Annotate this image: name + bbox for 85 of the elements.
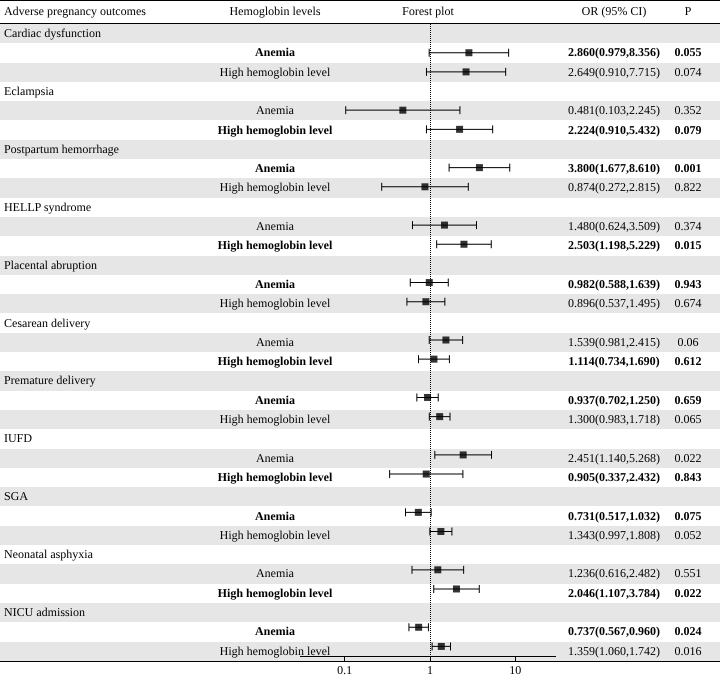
y2-tick-label: 0.075	[674, 508, 702, 522]
y-tick-label: High hemoglobin level	[216, 237, 334, 254]
text: Eclampsia	[4, 82, 54, 100]
y2-tick-label: 0.943	[674, 276, 702, 291]
y-tick-label: Anemia	[255, 565, 295, 582]
x-tick-label: 1	[426, 663, 433, 677]
y2-tick-label: 0.015	[674, 238, 702, 252]
text: Postpartum hemorrhage	[4, 140, 119, 158]
y-tick-label: High hemoglobin level	[218, 526, 332, 544]
y-tick-label: Anemia	[254, 276, 296, 293]
y2-tick-label: 0.612	[674, 354, 702, 368]
y-tick-label: Anemia	[255, 450, 295, 467]
text: Neonatal asphyxia	[4, 546, 93, 564]
y-tick-label: High hemoglobin level	[218, 411, 332, 428]
y2-tick-label: 0.374	[674, 219, 702, 233]
data-label: 0.737(0.567,0.960)	[568, 624, 660, 638]
y-tick-label: High hemoglobin level	[218, 179, 332, 196]
y-tick-label: High hemoglobin level	[218, 642, 332, 660]
text: Cardiac dysfunction	[4, 25, 101, 42]
data-label: 2.860(0.979,8.356)	[568, 45, 660, 60]
y2-tick-label: 0.065	[674, 412, 702, 426]
text: P	[684, 4, 692, 18]
y2-tick-label: 0.001	[674, 161, 702, 176]
text: OR (95% CI)	[582, 4, 646, 18]
y-tick-label: High hemoglobin level	[216, 584, 334, 602]
text: IUFD	[4, 430, 32, 448]
data-label: 2.649(0.910,7.715)	[568, 64, 660, 79]
data-label: 0.896(0.537,1.495)	[568, 296, 660, 310]
text: SGA	[4, 488, 28, 506]
data-label: 1.236(0.616,2.482)	[568, 566, 660, 580]
y-tick-label: Anemia	[254, 44, 296, 62]
text: Premature delivery	[4, 372, 96, 390]
x-tick-label: 0.1	[337, 663, 352, 677]
y2-tick-label: 0.022	[674, 586, 702, 600]
y-tick-label: Anemia	[255, 218, 295, 235]
data-label: 0.937(0.702,1.250)	[568, 392, 660, 407]
data-label: 1.343(0.997,1.808)	[568, 528, 660, 542]
data-label: 0.481(0.103,2.245)	[568, 103, 660, 118]
x-tick-label: 10	[509, 663, 522, 677]
y2-tick-label: 0.022	[674, 450, 702, 465]
y-tick-label: High hemoglobin level	[216, 353, 334, 370]
data-label: 2.224(0.910,5.432)	[568, 122, 660, 136]
y-tick-label: High hemoglobin level	[218, 64, 332, 81]
text: Forest plot	[401, 3, 455, 20]
data-label: 1.359(1.060,1.742)	[568, 644, 660, 658]
text: Hemoglobin levels	[228, 3, 322, 20]
text: NICU admission	[4, 604, 85, 621]
y2-tick-label: 0.674	[674, 296, 702, 310]
y2-tick-label: 0.06	[678, 334, 698, 349]
data-label: 0.905(0.337,2.432)	[568, 470, 660, 484]
y2-tick-label: 0.079	[674, 122, 702, 136]
text: Adverse pregnancy outcomes	[4, 3, 146, 20]
y-tick-label: High hemoglobin level	[218, 295, 332, 312]
data-label: 3.800(1.677,8.610)	[568, 161, 660, 176]
data-label: 0.982(0.588,1.639)	[568, 276, 660, 291]
y-tick-label: Anemia	[254, 392, 296, 409]
y2-tick-label: 0.659	[674, 392, 702, 407]
y2-tick-label: 0.074	[674, 64, 702, 79]
y2-tick-label: 0.052	[674, 528, 702, 542]
data-label: 2.451(1.140,5.268)	[568, 450, 660, 465]
y2-tick-label: 0.843	[674, 470, 702, 484]
text: HELLP syndrome	[4, 198, 92, 216]
data-label: 2.046(1.107,3.784)	[568, 586, 660, 600]
y2-tick-label: 0.551	[674, 566, 702, 580]
y2-tick-label: 0.822	[674, 180, 702, 194]
y2-tick-label: 0.024	[674, 624, 702, 638]
data-label: 1.480(0.624,3.509)	[568, 219, 660, 233]
data-label: 0.731(0.517,1.032)	[568, 508, 660, 522]
y2-tick-label: 0.055	[674, 45, 702, 60]
text: Placental abruption	[4, 256, 97, 274]
y-tick-label: High hemoglobin level	[216, 468, 334, 486]
y-tick-label: Anemia	[254, 508, 296, 524]
text: Cesarean delivery	[4, 314, 90, 332]
y2-tick-label: 0.352	[674, 103, 702, 118]
y-tick-label: Anemia	[254, 160, 296, 178]
y-tick-label: Anemia	[255, 102, 295, 120]
y-tick-label: High hemoglobin level	[216, 122, 334, 139]
data-label: 1.300(0.983,1.718)	[568, 412, 660, 426]
data-label: 1.114(0.734,1.690)	[568, 354, 660, 368]
y2-tick-label: 0.016	[674, 644, 702, 658]
y-tick-label: Anemia	[255, 334, 295, 351]
data-label: 1.539(0.981,2.415)	[568, 334, 660, 349]
data-label: 2.503(1.198,5.229)	[568, 238, 660, 252]
y-tick-label: Anemia	[254, 623, 296, 640]
data-label: 0.874(0.272,2.815)	[568, 180, 660, 194]
